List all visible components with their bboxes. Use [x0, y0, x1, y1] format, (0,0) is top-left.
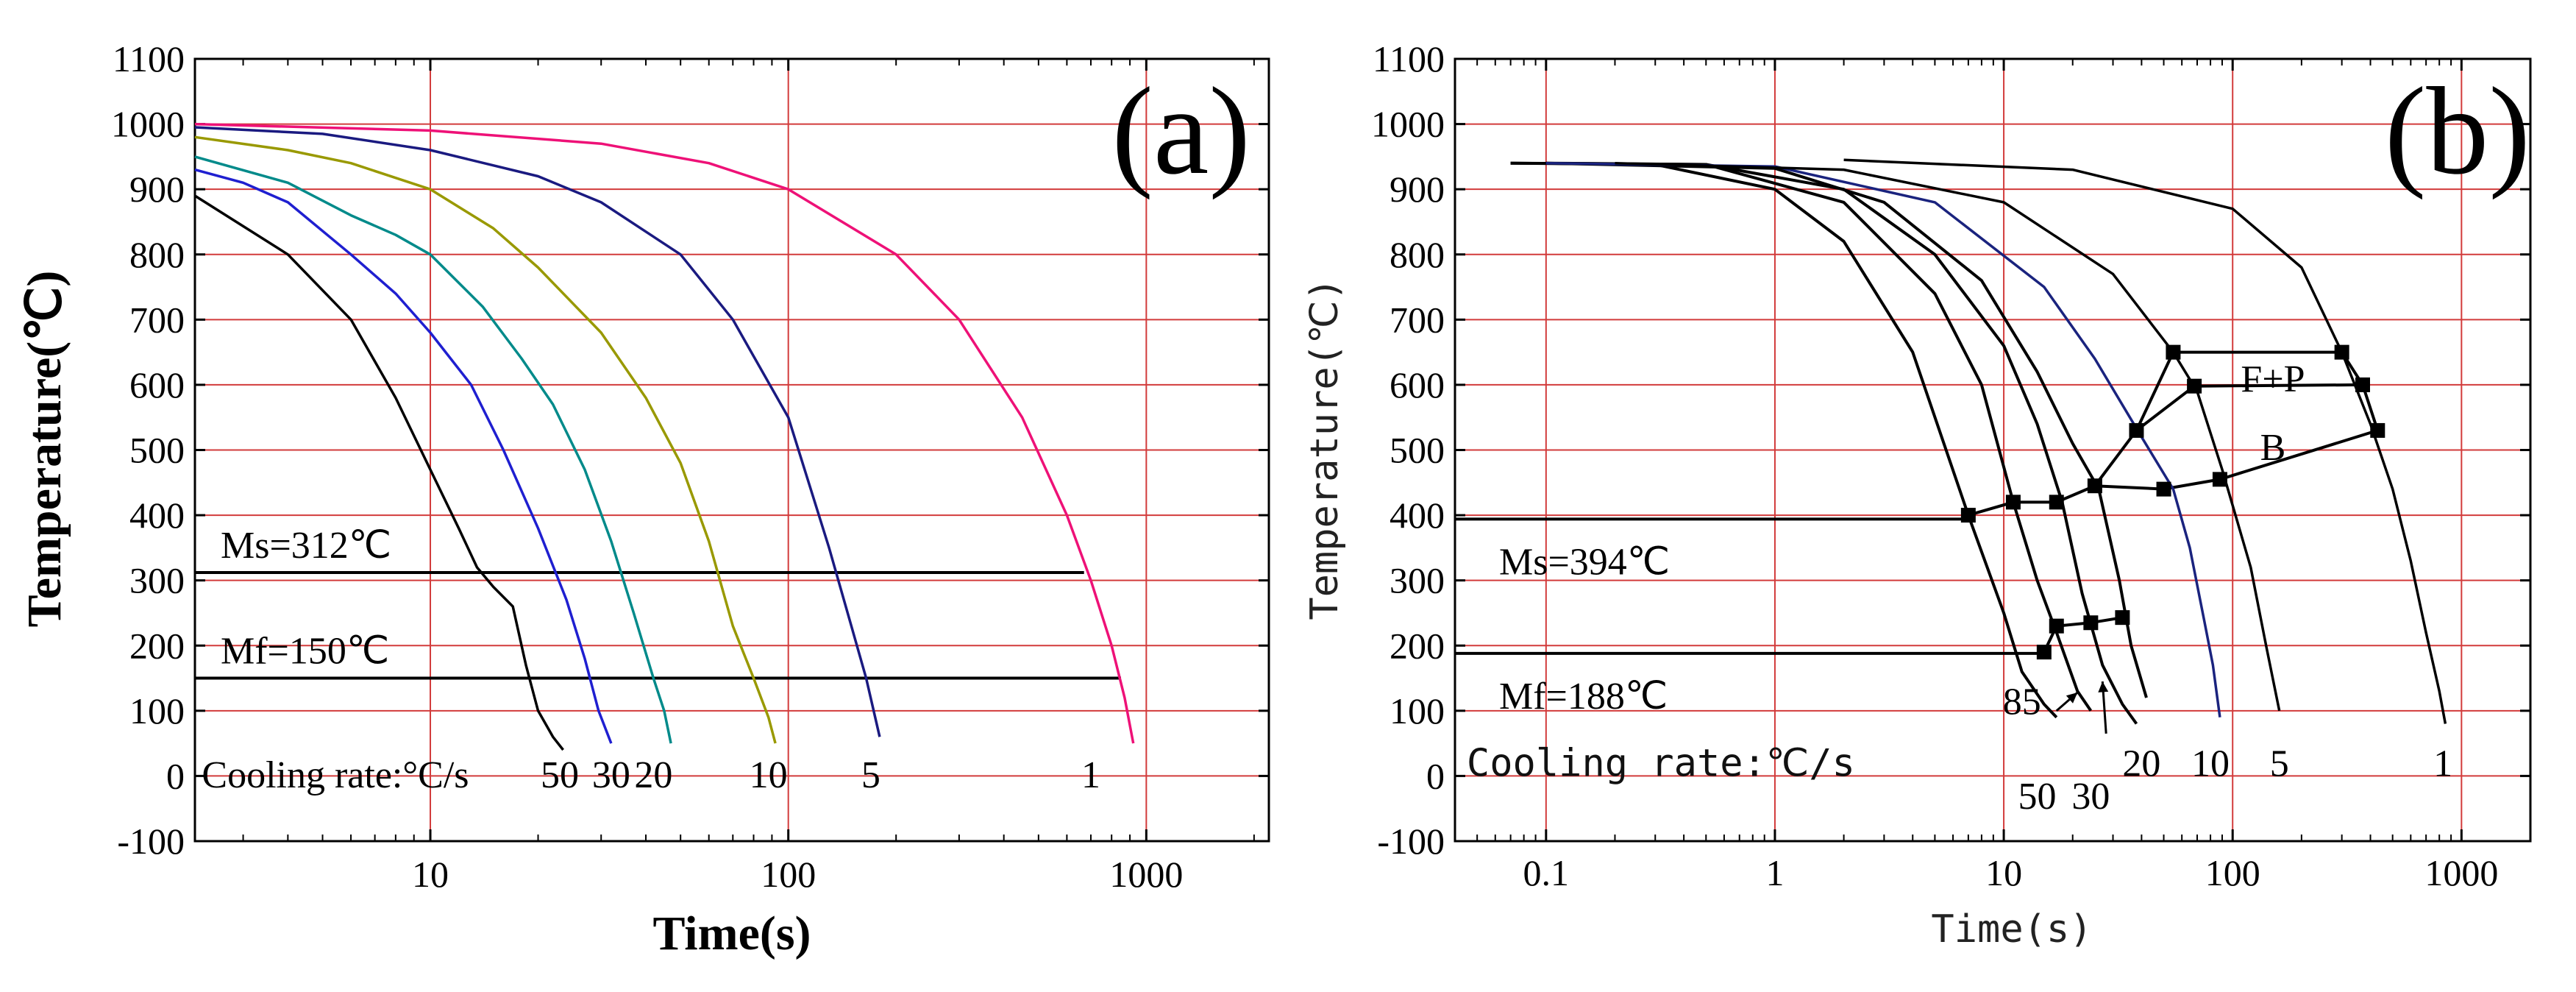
x-tick-label: 100 [2205, 852, 2260, 893]
cooling-rate-label: 30 [592, 754, 630, 796]
x-tick-label: 10 [1985, 852, 2022, 893]
y-tick-label: 1100 [113, 38, 185, 79]
series-line-rate-10 [194, 135, 777, 744]
y-tick-label: -100 [1377, 821, 1445, 862]
transformation-marker [2036, 645, 2052, 660]
transformation-marker [2187, 378, 2202, 394]
transformation-boundary [2094, 428, 2378, 491]
y-tick-label: 100 [1390, 690, 1445, 731]
y-tick-label: 1000 [111, 104, 185, 145]
series-line-rate-5 [1615, 161, 2281, 712]
x-tick-label: 100 [761, 854, 816, 895]
series-line-rate-30 [194, 168, 613, 744]
x-tick-label: 1000 [2424, 852, 2498, 893]
transformation-marker [2087, 478, 2102, 494]
y-tick-label: 500 [1390, 430, 1445, 471]
series-line-rate-50 [194, 194, 564, 751]
y-tick-label: 0 [1426, 755, 1445, 796]
transformation-marker [2166, 344, 2181, 360]
h-line-label: Ms=394℃ [1499, 541, 1670, 583]
panel-a: -100010020030040050060070080090010001100… [18, 38, 1270, 960]
y-tick-label: 200 [129, 625, 185, 666]
transformation-marker [2156, 481, 2171, 497]
series-line-rate-85 [1510, 161, 2058, 719]
phase-region-label: F+P [2241, 358, 2305, 400]
y-axis-title: Temperature(℃) [1303, 277, 1347, 620]
y-tick-label: 100 [129, 690, 185, 731]
transformation-boundary [1968, 351, 2175, 517]
cooling-rate-label: 20 [2122, 743, 2160, 785]
y-tick-label: 900 [1390, 169, 1445, 210]
y-tick-label: 700 [129, 299, 185, 340]
y-tick-label: 800 [1390, 234, 1445, 275]
panel-label: (b) [2385, 62, 2530, 200]
transformation-marker [2334, 344, 2349, 360]
h-line-label: Mf=188℃ [1499, 676, 1668, 718]
cooling-rate-label: 50 [2018, 776, 2057, 818]
cooling-rate-caption: Cooling rate:℃/s [1467, 742, 1855, 786]
cooling-rate-label: 85 [2003, 681, 2041, 723]
cooling-rate-label: 1 [1081, 754, 1100, 796]
y-tick-label: 200 [1390, 625, 1445, 666]
phase-region-label: B [2260, 427, 2286, 469]
h-line-label: Mf=150℃ [221, 631, 389, 673]
arrow-head [2066, 692, 2078, 704]
series-line-rate-30 [1545, 161, 2138, 725]
y-tick-label: 300 [129, 560, 185, 601]
series-line-rate-10 [1545, 161, 2221, 718]
cooling-rate-label: 1 [2433, 743, 2452, 785]
cooling-rate-caption: Cooling rate:°C/s [202, 754, 469, 796]
x-tick-label: 10 [412, 854, 449, 895]
y-axis-title: Temperature(℃) [18, 271, 71, 628]
series-line-rate-50 [1510, 161, 2093, 712]
y-tick-label: 300 [1390, 560, 1445, 601]
y-tick-label: 0 [166, 755, 185, 796]
series-line-rate-20 [194, 155, 672, 744]
x-axis-title: Time(s) [652, 907, 811, 960]
transformation-marker [2049, 495, 2064, 510]
arrow-head [2098, 681, 2109, 692]
y-tick-label: 400 [129, 495, 185, 536]
y-tick-label: 1100 [1373, 38, 1445, 79]
cooling-rate-label: 50 [541, 754, 579, 796]
transformation-marker [2005, 495, 2021, 510]
transformation-marker [1960, 508, 1976, 523]
x-tick-label: 1 [1765, 852, 1784, 893]
transformation-marker [2083, 615, 2099, 631]
y-tick-label: 400 [1390, 495, 1445, 536]
panel-b: -100010020030040050060070080090010001100… [1303, 38, 2532, 952]
cooling-rate-label: 5 [2270, 743, 2289, 785]
cooling-rate-label: 10 [750, 754, 788, 796]
panel-label: (a) [1111, 62, 1250, 200]
y-tick-label: 900 [129, 169, 185, 210]
cooling-rate-label: 5 [861, 754, 880, 796]
transformation-marker [2355, 377, 2370, 392]
y-tick-label: -100 [117, 821, 185, 862]
y-tick-label: 1000 [1371, 104, 1445, 145]
y-tick-label: 600 [1390, 364, 1445, 405]
y-tick-label: 700 [1390, 299, 1445, 340]
y-tick-label: 600 [129, 364, 185, 405]
x-tick-label: 0.1 [1523, 852, 1570, 893]
transformation-marker [2212, 472, 2227, 487]
series-line-rate-5 [194, 126, 881, 737]
cooling-rate-label: 30 [2071, 776, 2110, 818]
series-line-rate-1 [194, 122, 1135, 744]
transformation-marker [2129, 422, 2144, 438]
transformation-marker [2115, 610, 2130, 626]
transformation-boundary [2135, 385, 2196, 432]
y-tick-label: 800 [129, 234, 185, 275]
transformation-marker [2049, 618, 2064, 634]
x-tick-label: 1000 [1109, 854, 1183, 895]
h-line-label: Ms=312℃ [221, 525, 391, 567]
transformation-boundary [2043, 616, 2123, 653]
cooling-rate-label: 20 [634, 754, 672, 796]
x-axis-title: Time(s) [1931, 907, 2092, 952]
cooling-rate-label: 10 [2191, 743, 2230, 785]
y-tick-label: 500 [129, 430, 185, 471]
transformation-marker [2370, 422, 2385, 438]
